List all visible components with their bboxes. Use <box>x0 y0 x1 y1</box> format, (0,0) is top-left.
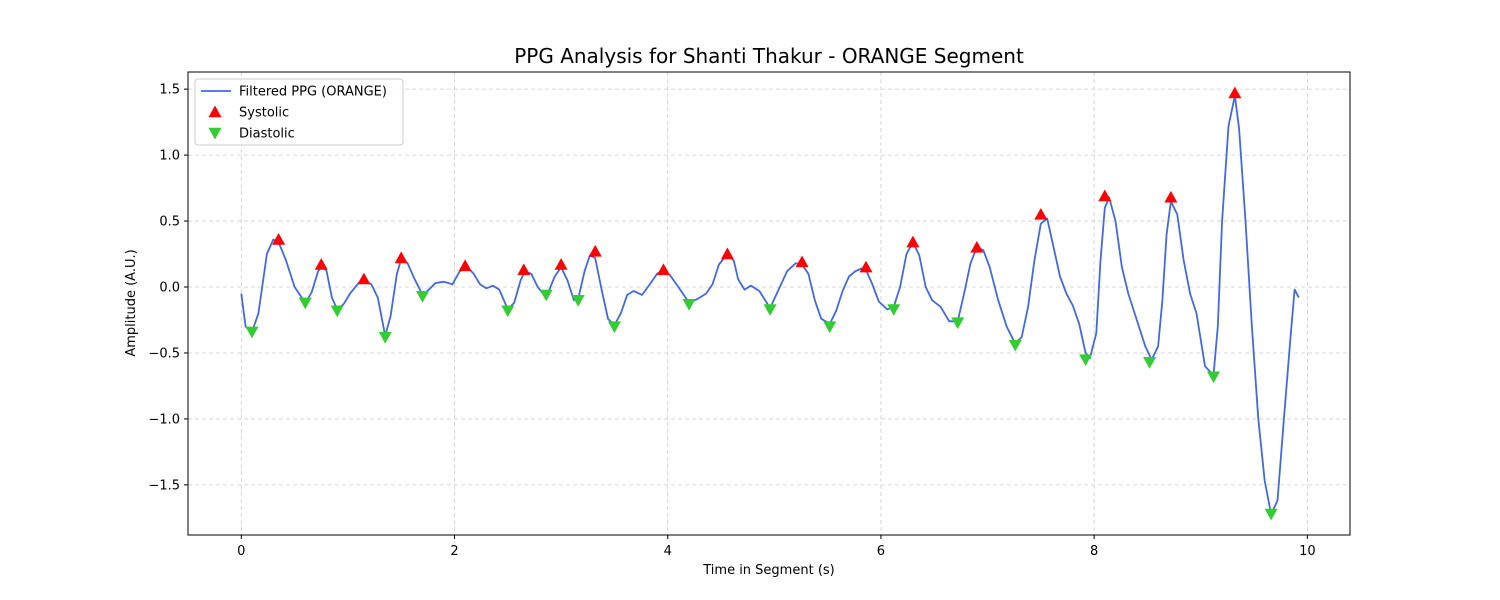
legend: Filtered PPG (ORANGE) Systolic Diastolic <box>194 78 404 146</box>
y-tick-label: −1.5 <box>148 478 180 493</box>
diastolic-trough-marker <box>823 321 837 334</box>
diastolic-trough-marker <box>330 305 344 318</box>
y-tick-label: −0.5 <box>148 346 180 361</box>
legend-label: Filtered PPG (ORANGE) <box>239 85 387 100</box>
diastolic-trough-marker <box>298 297 312 310</box>
systolic-peak-marker <box>554 258 568 270</box>
diastolic-trough-marker <box>951 317 965 330</box>
systolic-peak-marker <box>1164 190 1178 203</box>
systolic-peak-marker <box>357 272 371 285</box>
legend-box <box>194 78 404 146</box>
diastolic-trough-marker <box>682 298 696 311</box>
diastolic-trough-marker <box>245 326 259 339</box>
y-tick-label: 0.0 <box>159 281 180 296</box>
y-axis-label: Amplitude (A.U.) <box>124 249 139 356</box>
diastolic-trough-marker <box>1079 354 1093 367</box>
x-tick-label: 2 <box>450 544 458 559</box>
y-tick-label: −1.0 <box>148 412 180 427</box>
legend-label: Diastolic <box>239 127 295 142</box>
diastolic-trough-marker <box>416 291 430 303</box>
grid <box>188 72 1350 535</box>
systolic-peak-marker <box>1098 189 1112 202</box>
systolic-peak-marker <box>394 251 408 264</box>
x-tick-label: 6 <box>877 544 885 559</box>
x-tick-label: 10 <box>1299 544 1316 559</box>
systolic-peak-marker <box>314 258 328 270</box>
axes-frame <box>187 71 1351 536</box>
systolic-peak-marker <box>859 260 873 273</box>
systolic-peak-marker <box>795 255 809 268</box>
systolic-peak-marker <box>906 235 920 248</box>
x-tick-label: 8 <box>1090 544 1098 559</box>
diastolic-trough-marker <box>539 289 553 302</box>
diastolic-trough-marker <box>763 304 777 316</box>
diastolic-trough-marker <box>607 321 621 334</box>
systolic-peak-marker <box>656 263 670 276</box>
systolic-peak-marker <box>720 247 734 260</box>
diastolic-trough-marker <box>378 331 392 344</box>
y-tick-label: 0.5 <box>159 215 180 230</box>
x-tick-label: 0 <box>237 544 245 559</box>
diastolic-trough-marker <box>1207 371 1221 384</box>
axis-ticks: 0 2 4 6 8 10 −1.5 −1.0 −0.5 0.0 0.5 1.0 1.5 <box>148 83 1315 559</box>
systolic-peak-marker <box>272 233 286 245</box>
systolic-peak-marker <box>1034 207 1048 220</box>
diastolic-trough-marker <box>1008 339 1022 352</box>
legend-diastolic-swatch <box>208 127 222 140</box>
x-axis-label: Time in Segment (s) <box>702 563 834 578</box>
systolic-peak-marker <box>970 240 984 253</box>
diastolic-trough-marker <box>1143 356 1157 369</box>
diastolic-trough-marker <box>501 305 515 318</box>
y-tick-label: 1.0 <box>159 149 180 164</box>
diastolic-trough-marker <box>1264 508 1278 521</box>
legend-label: Systolic <box>239 106 289 121</box>
systolic-peak-marker <box>1228 86 1242 99</box>
diastolic-trough-marker <box>571 295 585 307</box>
systolic-peak-marker <box>588 244 602 257</box>
systolic-peak-marker <box>458 259 472 272</box>
ppg-signal-line <box>240 94 1300 515</box>
plot-area <box>240 86 1300 521</box>
y-tick-label: 1.5 <box>159 83 180 98</box>
diastolic-trough-marker <box>887 304 901 316</box>
systolic-peak-marker <box>517 263 531 276</box>
chart-title: PPG Analysis for Shanti Thakur - ORANGE … <box>514 44 1024 68</box>
legend-systolic-swatch <box>208 105 222 118</box>
x-tick-label: 4 <box>664 544 672 559</box>
